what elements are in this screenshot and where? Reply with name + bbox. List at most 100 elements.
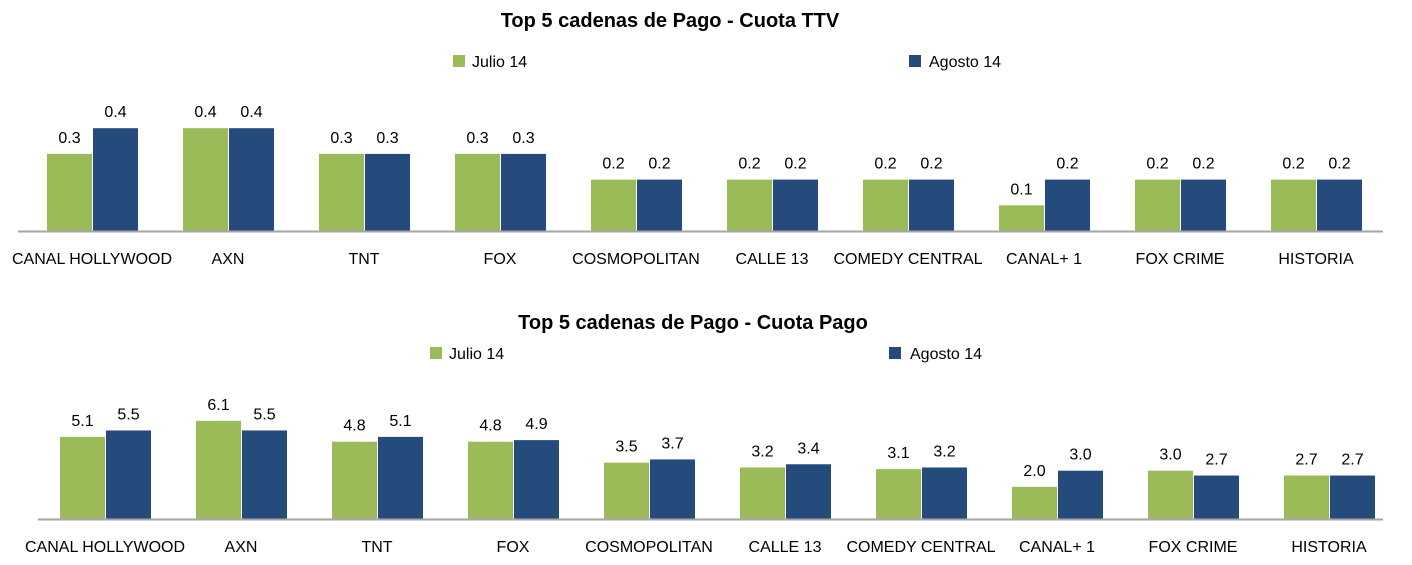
category-label: CALLE 13: [749, 539, 822, 556]
bar: [468, 441, 513, 519]
data-label: 3.5: [615, 439, 637, 456]
chart-1: Top 5 cadenas de Pago - Cuota TTV Julio 1…: [12, 10, 1383, 268]
category-label: TNT: [361, 539, 392, 556]
category-label: CANAL+ 1: [1006, 251, 1082, 268]
category-label: COSMOPOLITAN: [572, 251, 700, 268]
data-label: 0.2: [874, 156, 896, 173]
category-label: FOX: [484, 251, 517, 268]
bar: [1058, 470, 1103, 519]
data-label: 5.1: [71, 413, 93, 430]
data-label: 2.7: [1295, 452, 1317, 469]
bar: [332, 441, 377, 519]
data-label: 4.9: [525, 416, 547, 433]
data-label: 0.3: [512, 130, 534, 147]
bar: [365, 153, 410, 231]
bar: [455, 153, 500, 231]
data-label: 3.2: [751, 443, 773, 460]
bar: [1012, 486, 1057, 519]
category-label: FOX CRIME: [1149, 539, 1238, 556]
legend-swatch: [909, 55, 921, 67]
bar: [60, 436, 105, 519]
bar: [786, 464, 831, 519]
data-label: 4.8: [343, 418, 365, 435]
bar: [604, 462, 649, 519]
bar: [196, 420, 241, 519]
data-label: 0.2: [1146, 156, 1168, 173]
data-label: 6.1: [207, 397, 229, 414]
category-label: CANAL HOLLYWOOD: [25, 539, 185, 556]
data-label: 2.7: [1205, 452, 1227, 469]
data-label: 0.2: [1056, 156, 1078, 173]
chart-2: Top 5 cadenas de Pago - Cuota Pago Julio …: [25, 312, 1383, 556]
data-label: 3.7: [661, 435, 683, 452]
category-label: CALLE 13: [736, 251, 809, 268]
category-label: COSMOPOLITAN: [585, 539, 713, 556]
data-label: 0.4: [194, 104, 216, 121]
data-label: 0.2: [602, 156, 624, 173]
bar: [514, 440, 559, 519]
data-label: 5.5: [117, 406, 139, 423]
data-label: 0.4: [240, 104, 262, 121]
legend-label: Agosto 14: [929, 54, 1001, 71]
category-label: AXN: [225, 539, 258, 556]
bar: [47, 153, 92, 231]
chart-title: Top 5 cadenas de Pago - Cuota Pago: [518, 312, 868, 334]
data-label: 0.2: [1282, 156, 1304, 173]
data-label: 0.2: [1192, 156, 1214, 173]
data-label: 0.3: [58, 130, 80, 147]
bar: [1135, 179, 1180, 231]
data-label: 3.1: [887, 445, 909, 462]
data-label: 3.0: [1159, 447, 1181, 464]
category-label: FOX: [497, 539, 530, 556]
bar: [637, 179, 682, 231]
category-label: HISTORIA: [1278, 251, 1354, 268]
data-label: 0.1: [1010, 181, 1032, 198]
bar: [740, 467, 785, 519]
bar: [922, 467, 967, 519]
bar: [909, 179, 954, 231]
data-label: 0.2: [920, 156, 942, 173]
bar: [229, 128, 274, 231]
category-label: HISTORIA: [1291, 539, 1367, 556]
bar: [876, 469, 921, 519]
bar: [863, 179, 908, 231]
legend-swatch: [430, 347, 442, 359]
data-label: 0.2: [738, 156, 760, 173]
data-label: 3.2: [933, 443, 955, 460]
legend-label: Agosto 14: [910, 346, 982, 363]
bar: [591, 179, 636, 231]
data-label: 0.2: [1328, 156, 1350, 173]
category-label: COMEDY CENTRAL: [846, 539, 995, 556]
category-label: FOX CRIME: [1136, 251, 1225, 268]
legend-label: Julio 14: [449, 346, 504, 363]
bar: [106, 430, 151, 519]
bar: [999, 205, 1044, 231]
data-label: 3.4: [797, 440, 819, 457]
bar: [727, 179, 772, 231]
bar: [1271, 179, 1316, 231]
chart-title: Top 5 cadenas de Pago - Cuota TTV: [501, 10, 840, 32]
legend-label: Julio 14: [472, 54, 527, 71]
data-label: 4.8: [479, 418, 501, 435]
bar: [1284, 475, 1329, 519]
bar: [501, 153, 546, 231]
data-label: 0.2: [784, 156, 806, 173]
data-label: 0.4: [104, 104, 126, 121]
bar: [242, 430, 287, 519]
category-label: COMEDY CENTRAL: [833, 251, 982, 268]
bar: [773, 179, 818, 231]
category-label: AXN: [212, 251, 245, 268]
bar: [319, 153, 364, 231]
bar: [93, 128, 138, 231]
data-label: 0.3: [376, 130, 398, 147]
data-label: 0.3: [330, 130, 352, 147]
data-label: 3.0: [1069, 447, 1091, 464]
bar: [1317, 179, 1362, 231]
bar: [1330, 475, 1375, 519]
data-label: 5.5: [253, 406, 275, 423]
data-label: 0.3: [466, 130, 488, 147]
bar: [1045, 179, 1090, 231]
data-label: 2.7: [1341, 452, 1363, 469]
bar: [378, 436, 423, 519]
